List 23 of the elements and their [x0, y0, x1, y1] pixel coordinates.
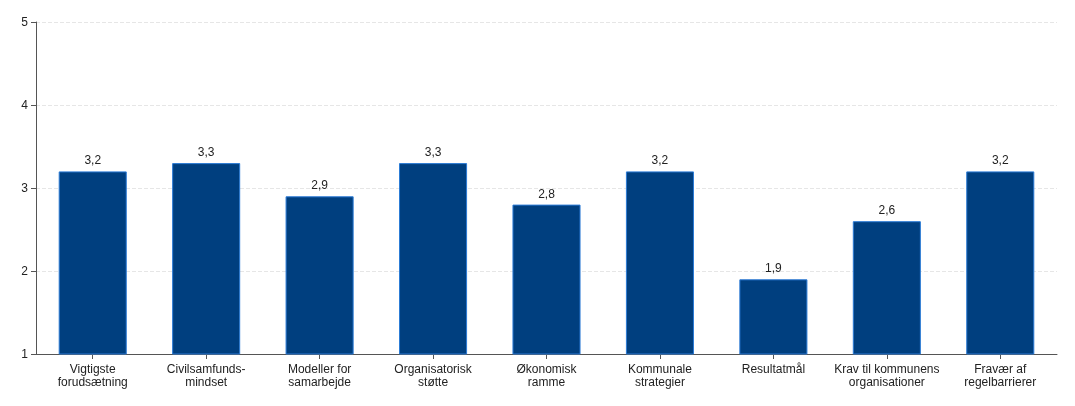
x-tick-label: Civilsamfunds- mindset — [166, 361, 246, 389]
data-label: 3,2 — [651, 153, 669, 168]
data-label: 3,2 — [991, 153, 1009, 168]
x-tick-label: Resultatmål — [741, 361, 806, 376]
y-tick-label: 2 — [21, 264, 29, 278]
x-tick-label: Krav til kommunens organisationer — [834, 361, 940, 389]
x-tick-label: Vigtigste forudsætning — [57, 361, 128, 389]
data-label: 3,3 — [197, 145, 215, 160]
x-tick-label: Fravær af regelbarrierer — [964, 361, 1037, 389]
y-tick-label: 3 — [21, 181, 29, 195]
x-tick-label: Kommunale strategier — [627, 361, 693, 389]
y-tick-label: 5 — [21, 15, 29, 29]
data-label: 2,9 — [311, 178, 329, 193]
x-tick-label: Organisatorisk støtte — [394, 361, 473, 389]
data-label: 3,3 — [424, 145, 442, 160]
x-tick-label: Økonomisk ramme — [516, 361, 578, 389]
data-label: 2,6 — [878, 203, 896, 218]
x-tick-label: Modeller for samarbejde — [287, 361, 352, 389]
y-tick-label: 1 — [21, 347, 29, 361]
data-label: 2,8 — [538, 186, 556, 201]
data-label: 1,9 — [765, 261, 783, 276]
y-tick-label: 4 — [21, 98, 29, 112]
data-label: 3,2 — [84, 153, 102, 168]
